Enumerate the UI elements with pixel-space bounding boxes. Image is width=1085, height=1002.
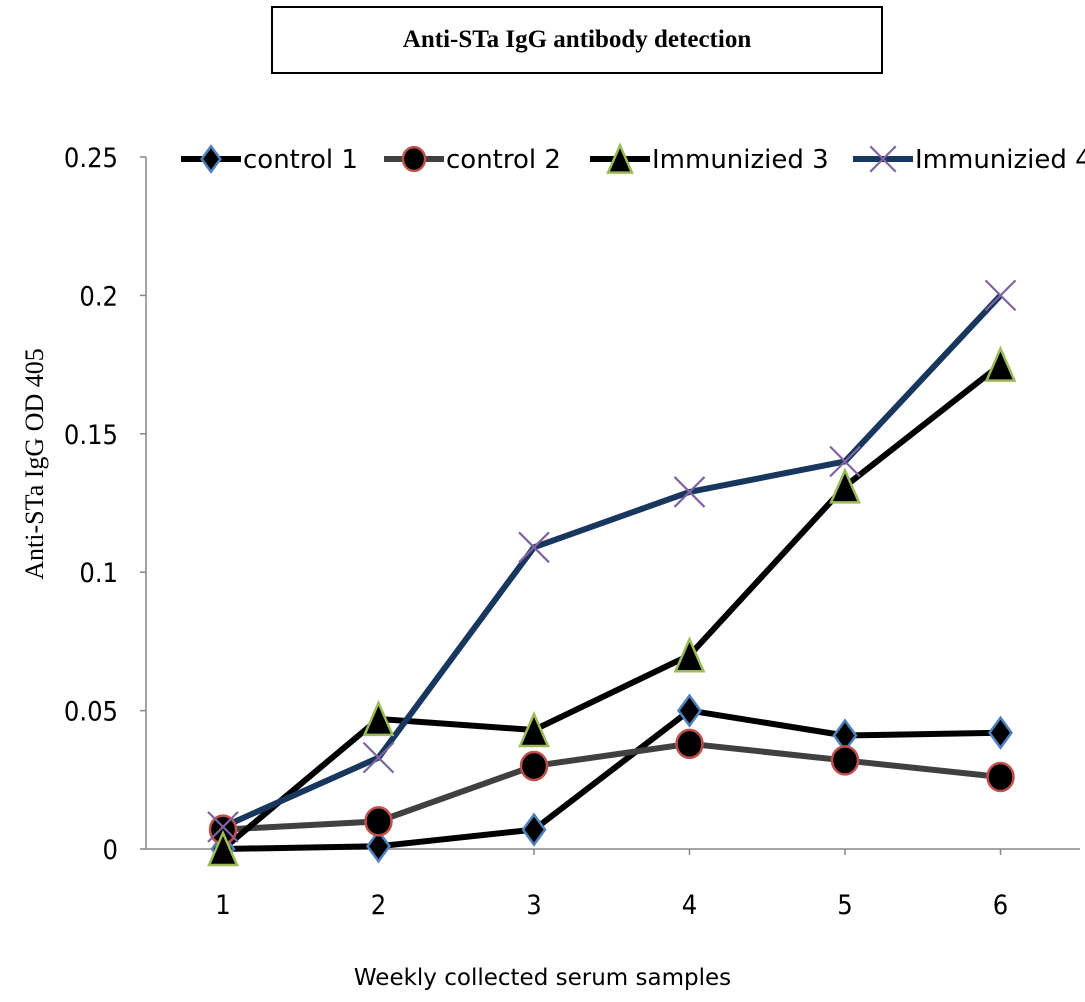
circle-marker bbox=[675, 728, 704, 760]
diamond-marker bbox=[521, 812, 547, 847]
x-marker bbox=[362, 741, 395, 774]
x-marker-stroke bbox=[207, 811, 239, 843]
y-tick-label: 0.2 bbox=[79, 281, 118, 312]
series-line bbox=[221, 293, 1003, 830]
legend-item: control 1 bbox=[181, 144, 358, 175]
y-tick-label: 0.15 bbox=[64, 420, 118, 451]
legend-item: Immunizied 3 bbox=[590, 142, 829, 175]
x-axis-label: Weekly collected serum samples bbox=[353, 965, 732, 991]
circle-marker bbox=[364, 806, 393, 837]
diamond-marker bbox=[987, 715, 1014, 750]
diamond-marker bbox=[676, 693, 703, 728]
triangle-marker bbox=[362, 699, 395, 737]
diamond-marker bbox=[200, 144, 222, 174]
x-marker bbox=[673, 476, 706, 508]
x-tick-label: 5 bbox=[837, 890, 852, 921]
triangle-marker bbox=[984, 345, 1017, 382]
triangle-marker bbox=[207, 829, 239, 867]
legend-item: control 2 bbox=[384, 145, 561, 175]
x-marker-stroke bbox=[829, 445, 861, 478]
circle-marker bbox=[401, 145, 427, 173]
y-tick-label: 0.1 bbox=[79, 558, 118, 589]
series-line bbox=[221, 362, 1003, 852]
triangle-marker bbox=[606, 142, 634, 174]
series-line bbox=[222, 740, 1001, 833]
legend-item: Immunizied 4 bbox=[853, 145, 1085, 175]
chart-title-box: Anti-STa IgG antibody detection bbox=[271, 6, 883, 74]
x-marker-stroke bbox=[869, 145, 897, 173]
triangle-marker bbox=[673, 636, 706, 673]
x-tick-label: 3 bbox=[526, 890, 541, 921]
x-tick-label: 6 bbox=[993, 890, 1008, 921]
x-marker-stroke bbox=[518, 531, 550, 564]
circle-marker bbox=[830, 745, 860, 776]
x-marker bbox=[869, 145, 897, 173]
y-tick-label: 0.25 bbox=[64, 143, 118, 174]
x-marker bbox=[207, 811, 239, 843]
circle-marker bbox=[986, 761, 1015, 793]
x-marker bbox=[829, 445, 861, 478]
y-tick-label: 0.05 bbox=[64, 697, 118, 728]
x-tick-label: 4 bbox=[682, 890, 697, 921]
legend-label: Immunizied 3 bbox=[652, 145, 829, 175]
x-tick-label: 2 bbox=[371, 890, 386, 921]
x-marker bbox=[984, 279, 1017, 312]
triangle-marker bbox=[829, 467, 861, 504]
y-tick-label: 0 bbox=[103, 835, 118, 866]
x-tick-label: 1 bbox=[215, 890, 230, 921]
circle-marker bbox=[519, 750, 549, 782]
x-marker bbox=[518, 531, 550, 564]
x-marker-stroke bbox=[984, 279, 1017, 312]
x-marker-stroke bbox=[673, 476, 706, 508]
chart-title: Anti-STa IgG antibody detection bbox=[402, 26, 752, 53]
triangle-marker bbox=[518, 710, 550, 748]
x-marker-stroke bbox=[362, 741, 395, 774]
legend-label: Immunizied 4 bbox=[915, 145, 1085, 175]
series-line bbox=[222, 707, 1001, 852]
diamond-marker bbox=[365, 829, 392, 864]
legend-label: control 1 bbox=[243, 145, 358, 175]
legend-label: control 2 bbox=[446, 145, 561, 175]
